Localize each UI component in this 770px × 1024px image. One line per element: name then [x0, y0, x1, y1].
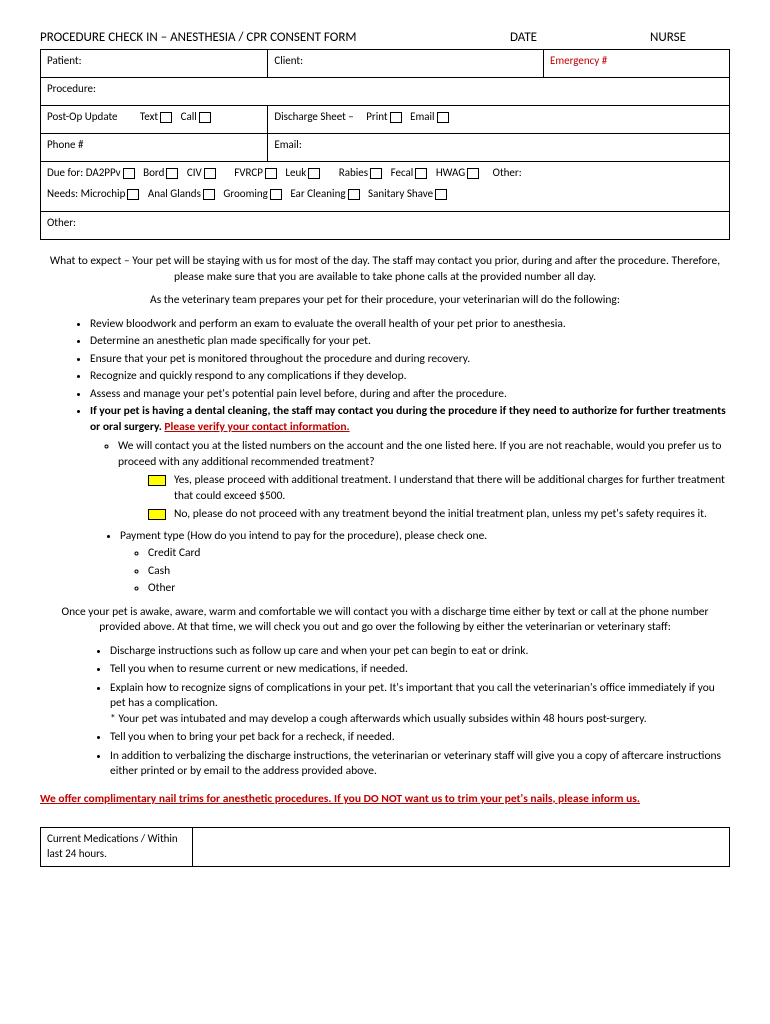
email-opt-checkbox[interactable]	[437, 112, 449, 123]
microchip-label: Microchip	[81, 187, 126, 200]
discharge-label: Discharge Sheet –	[274, 110, 353, 123]
text-checkbox[interactable]	[160, 112, 172, 123]
payment-text: Payment type (How do you intend to pay f…	[120, 529, 487, 543]
da2ppv-label: DA2PPv	[86, 166, 121, 179]
nail-trim-notice: We offer complimentary nail trims for an…	[40, 792, 730, 808]
hwag-label: HWAG	[436, 166, 465, 179]
email-opt-label: Email	[410, 110, 434, 123]
discharge-item: Tell you when to resume current or new m…	[110, 662, 730, 678]
bord-label: Bord	[143, 166, 164, 179]
ear-checkbox[interactable]	[348, 189, 360, 200]
yes-checkbox[interactable]	[148, 475, 166, 486]
fecal-checkbox[interactable]	[415, 168, 427, 179]
anal-label: Anal Glands	[148, 187, 201, 200]
discharge-item: Tell you when to bring your pet back for…	[110, 730, 730, 746]
grooming-checkbox[interactable]	[270, 189, 282, 200]
discharge-intro: Once your pet is awake, aware, warm and …	[40, 605, 730, 636]
emergency-field[interactable]: Emergency #	[543, 50, 729, 78]
form-header: PROCEDURE CHECK IN – ANESTHESIA / CPR CO…	[40, 30, 730, 45]
medications-field[interactable]	[192, 828, 729, 867]
complication-text: Explain how to recognize signs of compli…	[110, 681, 715, 711]
microchip-checkbox[interactable]	[127, 189, 139, 200]
prep-list: Review bloodwork and perform an exam to …	[40, 317, 730, 523]
leuk-label: Leuk	[285, 166, 306, 179]
civ-label: CIV	[187, 166, 202, 179]
postop-label: Post-Op Update	[47, 110, 118, 123]
discharge-list: Discharge instructions such as follow up…	[40, 644, 730, 780]
discharge-cell: Discharge Sheet – Print Email	[268, 106, 730, 134]
prep-item: Assess and manage your pet's potential p…	[90, 387, 730, 403]
other-due-label: Other:	[493, 166, 522, 179]
intubation-note: * Your pet was intubated and may develop…	[110, 712, 730, 728]
verify-contact: Please verify your contact information.	[164, 420, 349, 434]
form-title: PROCEDURE CHECK IN – ANESTHESIA / CPR CO…	[40, 30, 510, 45]
print-label: Print	[366, 110, 387, 123]
due-needs-cell: Due for: DA2PPv Bord CIV FVRCP Leuk Rabi…	[41, 162, 730, 212]
fecal-label: Fecal	[391, 166, 414, 179]
patient-field[interactable]: Patient:	[41, 50, 268, 78]
print-checkbox[interactable]	[390, 112, 402, 123]
contact-sublist: We will contact you at the listed number…	[90, 439, 730, 523]
email-field[interactable]: Email:	[268, 134, 730, 162]
phone-field[interactable]: Phone #	[41, 134, 268, 162]
postop-cell: Post-Op Update Text Call	[41, 106, 268, 134]
no-option: No, please do not proceed with any treat…	[146, 507, 730, 523]
contact-question: We will contact you at the listed number…	[118, 439, 730, 523]
prep-item: Review bloodwork and perform an exam to …	[90, 317, 730, 333]
rabies-checkbox[interactable]	[370, 168, 382, 179]
sanitary-checkbox[interactable]	[435, 189, 447, 200]
pay-cash[interactable]: Cash	[148, 564, 730, 580]
prep-item: Ensure that your pet is monitored throug…	[90, 352, 730, 368]
client-field[interactable]: Client:	[268, 50, 544, 78]
rabies-label: Rabies	[339, 166, 368, 179]
prep-item-dental: If your pet is having a dental cleaning,…	[90, 404, 730, 523]
other-field[interactable]: Other:	[41, 212, 730, 240]
leuk-checkbox[interactable]	[308, 168, 320, 179]
no-text: No, please do not proceed with any treat…	[174, 507, 707, 523]
discharge-item: In addition to verbalizing the discharge…	[110, 749, 730, 780]
payment-options: Credit Card Cash Other	[120, 546, 730, 597]
due-for-label: Due for:	[47, 166, 83, 179]
yes-text: Yes, please proceed with additional trea…	[174, 473, 730, 504]
prep-item: Determine an anesthetic plan made specif…	[90, 334, 730, 350]
anal-checkbox[interactable]	[203, 189, 215, 200]
bord-checkbox[interactable]	[166, 168, 178, 179]
needs-label: Needs:	[47, 187, 78, 200]
sanitary-label: Sanitary Shave	[368, 187, 433, 200]
da2ppv-checkbox[interactable]	[123, 168, 135, 179]
fvrcp-label: FVRCP	[234, 166, 263, 179]
date-label: DATE	[510, 30, 650, 45]
grooming-label: Grooming	[223, 187, 267, 200]
nurse-label: NURSE	[650, 30, 730, 45]
medications-table: Current Medications / Within last 24 hou…	[40, 827, 730, 867]
call-label: Call	[181, 110, 197, 123]
discharge-item: Discharge instructions such as follow up…	[110, 644, 730, 660]
body-content: What to expect – Your pet will be stayin…	[40, 254, 730, 867]
civ-checkbox[interactable]	[204, 168, 216, 179]
no-checkbox[interactable]	[148, 509, 166, 520]
pay-credit[interactable]: Credit Card	[148, 546, 730, 562]
hwag-checkbox[interactable]	[467, 168, 479, 179]
medications-label: Current Medications / Within last 24 hou…	[41, 828, 193, 867]
contact-question-text: We will contact you at the listed number…	[118, 439, 721, 469]
pay-other[interactable]: Other	[148, 581, 730, 597]
prep-item: Recognize and quickly respond to any com…	[90, 369, 730, 385]
yes-option: Yes, please proceed with additional trea…	[146, 473, 730, 504]
ear-label: Ear Cleaning	[290, 187, 345, 200]
intake-table: Patient: Client: Emergency # Procedure: …	[40, 49, 730, 240]
what-to-expect: What to expect – Your pet will be stayin…	[40, 254, 730, 285]
discharge-item: Explain how to recognize signs of compli…	[110, 681, 730, 728]
call-checkbox[interactable]	[199, 112, 211, 123]
fvrcp-checkbox[interactable]	[265, 168, 277, 179]
payment-item: Payment type (How do you intend to pay f…	[120, 529, 730, 597]
procedure-field[interactable]: Procedure:	[41, 78, 730, 106]
payment-list: Payment type (How do you intend to pay f…	[40, 529, 730, 597]
text-label: Text	[140, 110, 158, 123]
prepare-intro: As the veterinary team prepares your pet…	[40, 293, 730, 309]
